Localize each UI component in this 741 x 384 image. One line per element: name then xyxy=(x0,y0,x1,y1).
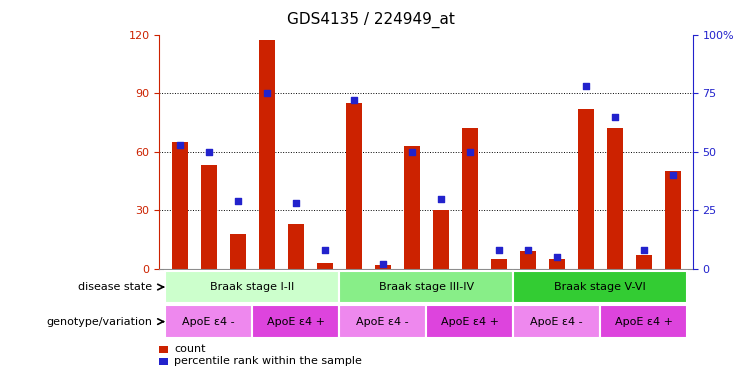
Point xyxy=(405,149,417,155)
Point xyxy=(522,247,534,253)
Point xyxy=(551,254,562,260)
Point xyxy=(376,261,388,267)
Bar xyxy=(165,305,252,338)
Bar xyxy=(607,128,622,269)
Bar xyxy=(577,109,594,269)
Point xyxy=(464,149,476,155)
Point xyxy=(232,198,244,204)
Point xyxy=(637,247,649,253)
Point xyxy=(319,247,330,253)
Bar xyxy=(426,305,513,338)
Bar xyxy=(259,40,275,269)
Point xyxy=(290,200,302,206)
Text: disease state: disease state xyxy=(78,282,152,292)
Bar xyxy=(462,128,477,269)
Bar xyxy=(491,259,507,269)
Bar xyxy=(519,251,536,269)
Point xyxy=(203,149,215,155)
Bar xyxy=(201,166,216,269)
Text: Braak stage V-VI: Braak stage V-VI xyxy=(554,282,646,292)
Text: ApoE ε4 -: ApoE ε4 - xyxy=(531,316,583,327)
Bar xyxy=(404,146,419,269)
Bar xyxy=(513,271,687,303)
Point xyxy=(667,172,679,178)
Text: percentile rank within the sample: percentile rank within the sample xyxy=(174,356,362,366)
Bar xyxy=(375,265,391,269)
Bar xyxy=(665,171,680,269)
Bar xyxy=(513,305,600,338)
Point xyxy=(261,90,273,96)
Bar xyxy=(345,103,362,269)
Text: count: count xyxy=(174,344,206,354)
Bar xyxy=(600,305,687,338)
Point xyxy=(608,114,620,120)
Text: Braak stage I-II: Braak stage I-II xyxy=(210,282,294,292)
Bar xyxy=(433,210,448,269)
Text: ApoE ε4 +: ApoE ε4 + xyxy=(267,316,325,327)
Bar xyxy=(339,271,513,303)
Bar xyxy=(288,224,304,269)
Text: ApoE ε4 -: ApoE ε4 - xyxy=(182,316,235,327)
Point xyxy=(435,195,447,202)
Point xyxy=(348,97,359,103)
Point xyxy=(579,83,591,89)
Text: ApoE ε4 -: ApoE ε4 - xyxy=(356,316,409,327)
Bar xyxy=(548,259,565,269)
Bar xyxy=(165,271,339,303)
Bar xyxy=(316,263,333,269)
Text: Braak stage III-IV: Braak stage III-IV xyxy=(379,282,473,292)
Bar xyxy=(636,255,651,269)
Bar xyxy=(252,305,339,338)
Text: ApoE ε4 +: ApoE ε4 + xyxy=(614,316,673,327)
Bar xyxy=(172,142,187,269)
Point xyxy=(173,142,185,148)
Bar xyxy=(230,234,245,269)
Point xyxy=(493,247,505,253)
Text: genotype/variation: genotype/variation xyxy=(46,316,152,327)
Text: GDS4135 / 224949_at: GDS4135 / 224949_at xyxy=(287,12,454,28)
Text: ApoE ε4 +: ApoE ε4 + xyxy=(441,316,499,327)
Bar xyxy=(339,305,426,338)
